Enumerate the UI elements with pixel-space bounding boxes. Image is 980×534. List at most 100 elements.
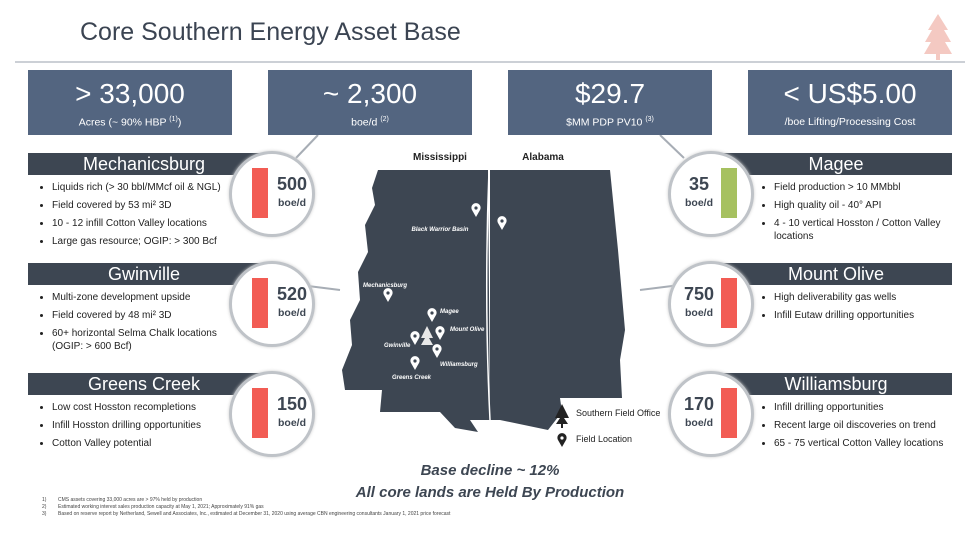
bullet-list: Infill drilling opportunities Recent larg… [760, 401, 950, 450]
stat-value: $29.7 [574, 78, 646, 109]
bullet-list: Low cost Hosston recompletions Infill Hos… [38, 401, 228, 450]
state-label: Alabama [522, 152, 564, 163]
footnote-ref: (1) [169, 116, 178, 123]
bullet-item: Infill drilling opportunities [774, 401, 950, 414]
bullet-item: Large gas resource; OGIP: > 300 Bcf [52, 235, 228, 248]
stat-value: < US$5.00 [783, 78, 917, 109]
location-pin [410, 356, 420, 370]
production-circle: 750 boe/d [668, 261, 754, 347]
pin-hole [560, 436, 564, 440]
production-bar [252, 278, 268, 328]
production-unit: boe/d [685, 417, 713, 429]
stat-value: > 33,000 [75, 78, 185, 109]
map-label: Williamsburg [440, 362, 478, 368]
field-bullets: Low cost Hosston recompletions Infill Hos… [38, 401, 228, 455]
map-label: Black Warrior Basin [412, 227, 469, 233]
pin-hole [500, 219, 504, 223]
footnote: 2) Estimated working interest sales produ… [42, 504, 264, 510]
field-header: Greens Creek [28, 373, 260, 395]
bullet-item: Field covered by 48 mi² 3D [52, 309, 228, 322]
pin-hole [430, 311, 434, 315]
pin-hole [413, 334, 417, 338]
production-value: 750 [683, 284, 715, 304]
stat-label-text: $MM PDP PV10 [566, 116, 643, 129]
state-label: Mississippi [413, 152, 467, 163]
stat-label-text: /boe Lifting/Processing Cost [784, 116, 916, 128]
bullet-item: Field covered by 53 mi² 3D [52, 199, 228, 212]
bullet-list: Multi-zone development upside Field cover… [38, 291, 228, 353]
field-office-icon [421, 326, 433, 345]
production-value: 520 [276, 284, 308, 304]
summary-line: Base decline ~ 12% [420, 462, 560, 479]
production-unit: boe/d [685, 197, 713, 209]
location-pin [471, 203, 481, 217]
production-value: 170 [683, 394, 715, 414]
field-header: Magee [720, 153, 952, 175]
stat-label: Acres (~ 90% HBP (1)) [28, 116, 232, 129]
bullet-list: Field production > 10 MMbbl High quality … [760, 181, 950, 243]
production-circle: 35 boe/d [668, 151, 754, 237]
bullet-item: 4 - 10 vertical Hosston / Cotton Valley … [774, 217, 950, 243]
bullet-item: Low cost Hosston recompletions [52, 401, 228, 414]
slide-title: Core Southern Energy Asset Base [80, 18, 461, 46]
pin-hole [413, 359, 417, 363]
location-pin [435, 326, 445, 340]
field-header: Mount Olive [720, 263, 952, 285]
field-bullets: High deliverability gas wells Infill Euta… [760, 291, 950, 327]
footnote-number: 1) [42, 497, 47, 503]
production-unit: boe/d [685, 307, 713, 319]
footnote: 3) Based on reserve report by Netherland,… [42, 511, 450, 517]
bullet-list: Liquids rich (> 30 bbl/MMcf oil & NGL) Fi… [38, 181, 228, 248]
stat-box: > 33,000 Acres (~ 90% HBP (1)) [28, 70, 232, 135]
footnote-number: 2) [42, 504, 47, 510]
pin-hole [438, 329, 442, 333]
map-label: Magee [440, 309, 459, 315]
production-unit: boe/d [278, 307, 306, 319]
footnote-text: Estimated working interest sales product… [58, 504, 264, 510]
stat-box: ~ 2,300 boe/d (2) [268, 70, 472, 135]
field-bullets: Multi-zone development upside Field cover… [38, 291, 228, 358]
field-header: Williamsburg [720, 373, 952, 395]
bullet-list: High deliverability gas wells Infill Euta… [760, 291, 950, 322]
footnote-text: CMS assets covering 33,000 acres are > 9… [58, 497, 203, 503]
alabama-shape [490, 170, 625, 430]
field-bullets: Infill drilling opportunities Recent larg… [760, 401, 950, 455]
pin-hole [386, 291, 390, 295]
production-value: 500 [276, 174, 308, 194]
production-value: 150 [276, 394, 308, 414]
location-pin [383, 288, 393, 302]
map-label: Mechanicsburg [363, 283, 407, 289]
pin-hole [435, 347, 439, 351]
stat-label: boe/d (2) [268, 116, 472, 129]
logo-tree [924, 14, 952, 60]
map-label: Mount Olive [450, 327, 485, 333]
field-bullets: Field production > 10 MMbbl High quality … [760, 181, 950, 248]
footnote-ref: (3) [645, 116, 654, 123]
legend-tree-icon [555, 404, 569, 428]
stat-label: /boe Lifting/Processing Cost [748, 116, 952, 128]
production-unit: boe/d [278, 417, 306, 429]
bullet-item: 10 - 12 infill Cotton Valley locations [52, 217, 228, 230]
production-circle: 150 boe/d [229, 371, 315, 457]
state-border [485, 169, 491, 421]
bullet-item: Infill Hosston drilling opportunities [52, 419, 228, 432]
map-label: Gwinville [384, 343, 411, 349]
summary-line: All core lands are Held By Production [355, 484, 625, 501]
production-bar [252, 388, 268, 438]
production-bar [721, 168, 737, 218]
bullet-item: Cotton Valley potential [52, 437, 228, 450]
production-bar [252, 168, 268, 218]
location-pin [557, 433, 567, 447]
footnote-ref: (2) [380, 116, 389, 123]
stat-value: ~ 2,300 [322, 78, 418, 109]
location-pin [410, 331, 420, 345]
bullet-item: 65 - 75 vertical Cotton Valley locations [774, 437, 950, 450]
production-circle: 520 boe/d [229, 261, 315, 347]
stat-label-text: boe/d [351, 116, 378, 129]
field-header: Mechanicsburg [28, 153, 260, 175]
production-bar [721, 278, 737, 328]
map-label: Greens Creek [392, 375, 432, 381]
field-header: Gwinville [28, 263, 260, 285]
